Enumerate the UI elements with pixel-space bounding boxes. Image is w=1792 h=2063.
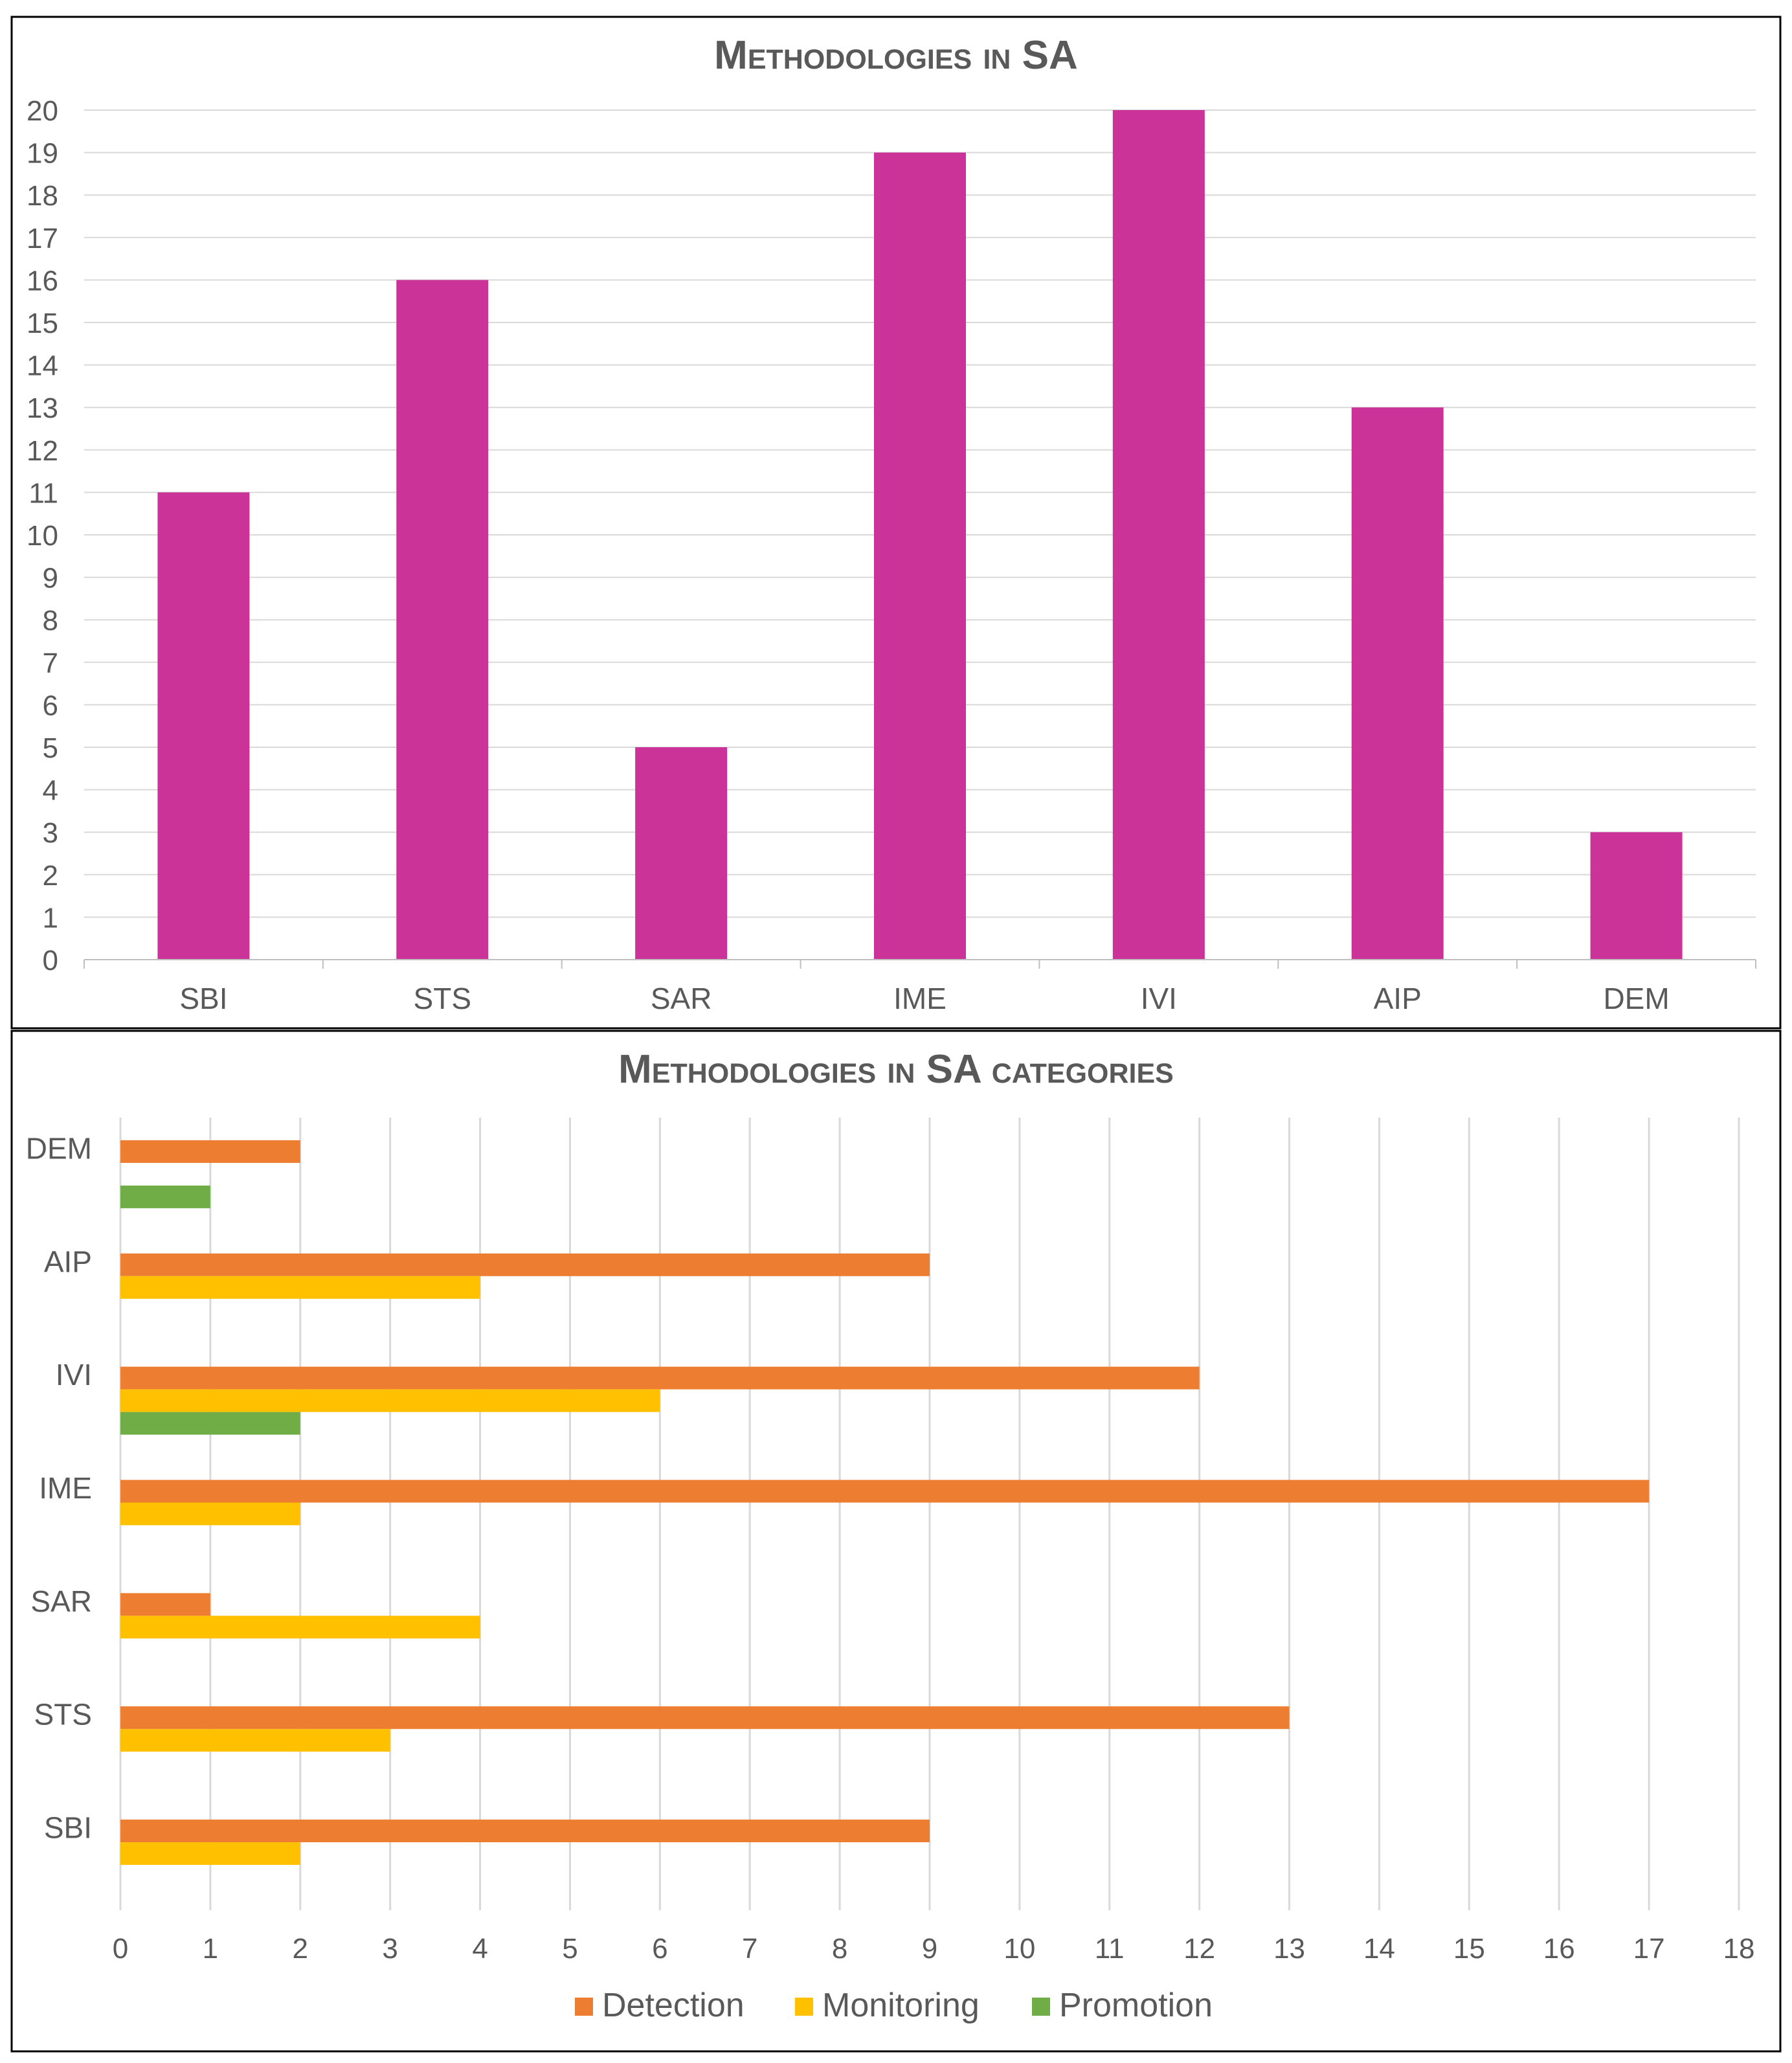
- bar-aip-detection: [120, 1253, 930, 1276]
- bar-sar: [635, 747, 728, 960]
- y-tick-label-19: 19: [27, 138, 58, 170]
- bottom-chart-frame: [10, 1030, 1782, 2053]
- bar-ivi-detection: [120, 1366, 1200, 1390]
- legend-swatch-promotion: [1032, 1998, 1050, 2016]
- bar-sts: [396, 280, 489, 960]
- column-chart-bars: [157, 110, 1683, 960]
- bar-ivi-promotion: [120, 1412, 300, 1435]
- y-tick-label-5: 5: [43, 732, 58, 764]
- bar-sbi-detection: [120, 1820, 930, 1843]
- legend-label-promotion: Promotion: [1059, 1987, 1213, 2024]
- bar-chart-title: Methodologies in SA categories: [618, 1047, 1174, 1092]
- x-tick-label-5: 5: [562, 1933, 577, 1965]
- x-tick-label-ivi: IVI: [1141, 982, 1177, 1015]
- x-tick-label-0: 0: [113, 1933, 128, 1965]
- x-tick-label-2: 2: [293, 1933, 308, 1965]
- bar-chart: Methodologies in SA categories SBI STS SAR…: [26, 1047, 1755, 2024]
- x-tick-label-15: 15: [1453, 1933, 1485, 1965]
- bar-chart-bars: [120, 1140, 1650, 1866]
- bar-ime-monitoring: [120, 1502, 300, 1526]
- y-tick-label-14: 14: [27, 350, 58, 382]
- y-tick-label-3: 3: [43, 817, 58, 849]
- y-tick-label-8: 8: [43, 605, 58, 637]
- y-tick-label-13: 13: [27, 392, 58, 424]
- x-tick-label-dem: DEM: [1603, 982, 1669, 1015]
- bar-sts-monitoring: [120, 1729, 390, 1752]
- x-tick-label-16: 16: [1543, 1933, 1575, 1965]
- x-tick-label-12: 12: [1183, 1933, 1215, 1965]
- y-tick-label-1: 1: [43, 902, 58, 934]
- legend: Detection Monitoring Promotion: [575, 1987, 1213, 2024]
- y-tick-label-7: 7: [43, 648, 58, 679]
- bar-chart-category-axis: SBI STS SAR IME IVI AIP DEM: [26, 1131, 92, 1844]
- y-tick-label-sts: STS: [34, 1698, 92, 1731]
- y-tick-label-2: 2: [43, 860, 58, 892]
- bar-ime-detection: [120, 1480, 1650, 1503]
- x-tick-label-13: 13: [1273, 1933, 1305, 1965]
- x-tick-label-17: 17: [1633, 1933, 1665, 1965]
- bar-aip-monitoring: [120, 1276, 480, 1299]
- bar-ivi: [1112, 110, 1205, 960]
- x-tick-label-11: 11: [1095, 1933, 1125, 1965]
- x-tick-label-sbi: SBI: [179, 982, 227, 1015]
- bar-sbi-monitoring: [120, 1842, 300, 1866]
- x-tick-label-9: 9: [922, 1933, 937, 1965]
- y-tick-label-11: 11: [28, 477, 58, 509]
- y-tick-label-15: 15: [27, 308, 58, 339]
- y-tick-label-9: 9: [43, 563, 58, 594]
- bar-dem-promotion: [120, 1185, 210, 1208]
- bar-sar-detection: [120, 1593, 210, 1616]
- bar-chart-value-axis: 0 1 2 3 4 5 6 7 8 9 10 11 12 13 14 15 16 17 18: [113, 1933, 1755, 1965]
- bar-dem-detection: [120, 1140, 300, 1163]
- y-tick-label-ivi: IVI: [56, 1358, 92, 1392]
- x-tick-label-4: 4: [472, 1933, 487, 1965]
- bar-ivi-monitoring: [120, 1389, 660, 1412]
- x-tick-label-18: 18: [1723, 1933, 1755, 1965]
- bar-sar-monitoring: [120, 1616, 480, 1639]
- x-tick-label-14: 14: [1363, 1933, 1395, 1965]
- x-tick-label-6: 6: [652, 1933, 667, 1965]
- y-tick-label-20: 20: [27, 95, 58, 127]
- x-tick-label-3: 3: [382, 1933, 398, 1965]
- bar-aip: [1351, 407, 1444, 960]
- x-tick-label-7: 7: [742, 1933, 757, 1965]
- x-tick-label-1: 1: [203, 1933, 218, 1965]
- column-chart: Methodologies in SA 01234567891011121314…: [27, 33, 1756, 1015]
- column-chart-x-axis: SBI STS SAR IME IVI AIP DEM: [84, 959, 1756, 1015]
- y-tick-label-ime: IME: [39, 1471, 92, 1505]
- y-tick-label-10: 10: [27, 520, 58, 552]
- legend-label-monitoring: Monitoring: [822, 1987, 980, 2024]
- y-tick-label-sar: SAR: [30, 1584, 92, 1618]
- y-tick-label-6: 6: [43, 690, 58, 721]
- legend-swatch-monitoring: [795, 1998, 813, 2016]
- y-tick-label-0: 0: [43, 945, 58, 976]
- legend-swatch-detection: [575, 1998, 593, 2016]
- y-tick-label-18: 18: [27, 180, 58, 212]
- x-tick-label-10: 10: [1003, 1933, 1035, 1965]
- bar-sts-detection: [120, 1706, 1290, 1730]
- legend-label-detection: Detection: [602, 1987, 745, 2024]
- x-tick-label-8: 8: [832, 1933, 847, 1965]
- y-tick-label-4: 4: [43, 775, 58, 807]
- y-tick-label-sbi: SBI: [44, 1811, 92, 1845]
- y-tick-label-17: 17: [27, 223, 58, 254]
- bar-chart-gridlines: [119, 1118, 1740, 1910]
- bar-dem: [1590, 832, 1683, 960]
- bar-ime: [874, 152, 966, 960]
- x-tick-label-sts: STS: [414, 982, 471, 1015]
- x-tick-label-aip: AIP: [1374, 982, 1422, 1015]
- y-tick-label-aip: AIP: [44, 1245, 92, 1278]
- x-tick-label-ime: IME: [893, 982, 946, 1015]
- x-tick-label-sar: SAR: [651, 982, 712, 1015]
- y-tick-label-dem: DEM: [26, 1131, 92, 1165]
- y-tick-label-12: 12: [27, 435, 58, 467]
- column-chart-title: Methodologies in SA: [714, 33, 1078, 78]
- y-tick-label-16: 16: [27, 265, 58, 297]
- bar-sbi: [157, 492, 250, 960]
